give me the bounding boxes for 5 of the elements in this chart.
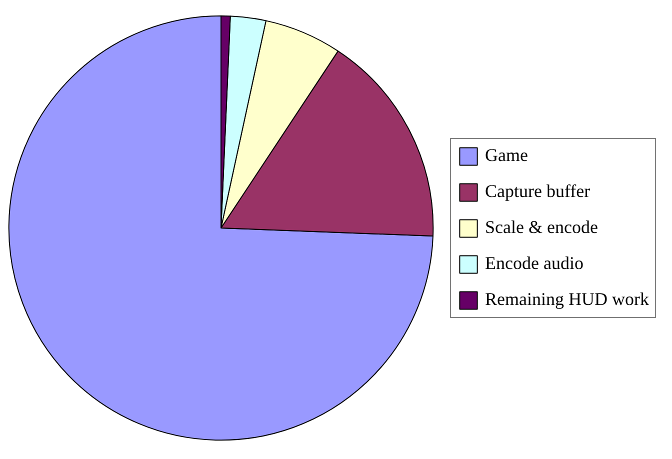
legend-label: Remaining HUD work bbox=[485, 289, 649, 310]
legend-label: Game bbox=[485, 145, 528, 166]
legend-label: Scale & encode bbox=[485, 217, 598, 238]
legend-label: Encode audio bbox=[485, 253, 584, 274]
legend-label: Capture buffer bbox=[485, 181, 590, 202]
